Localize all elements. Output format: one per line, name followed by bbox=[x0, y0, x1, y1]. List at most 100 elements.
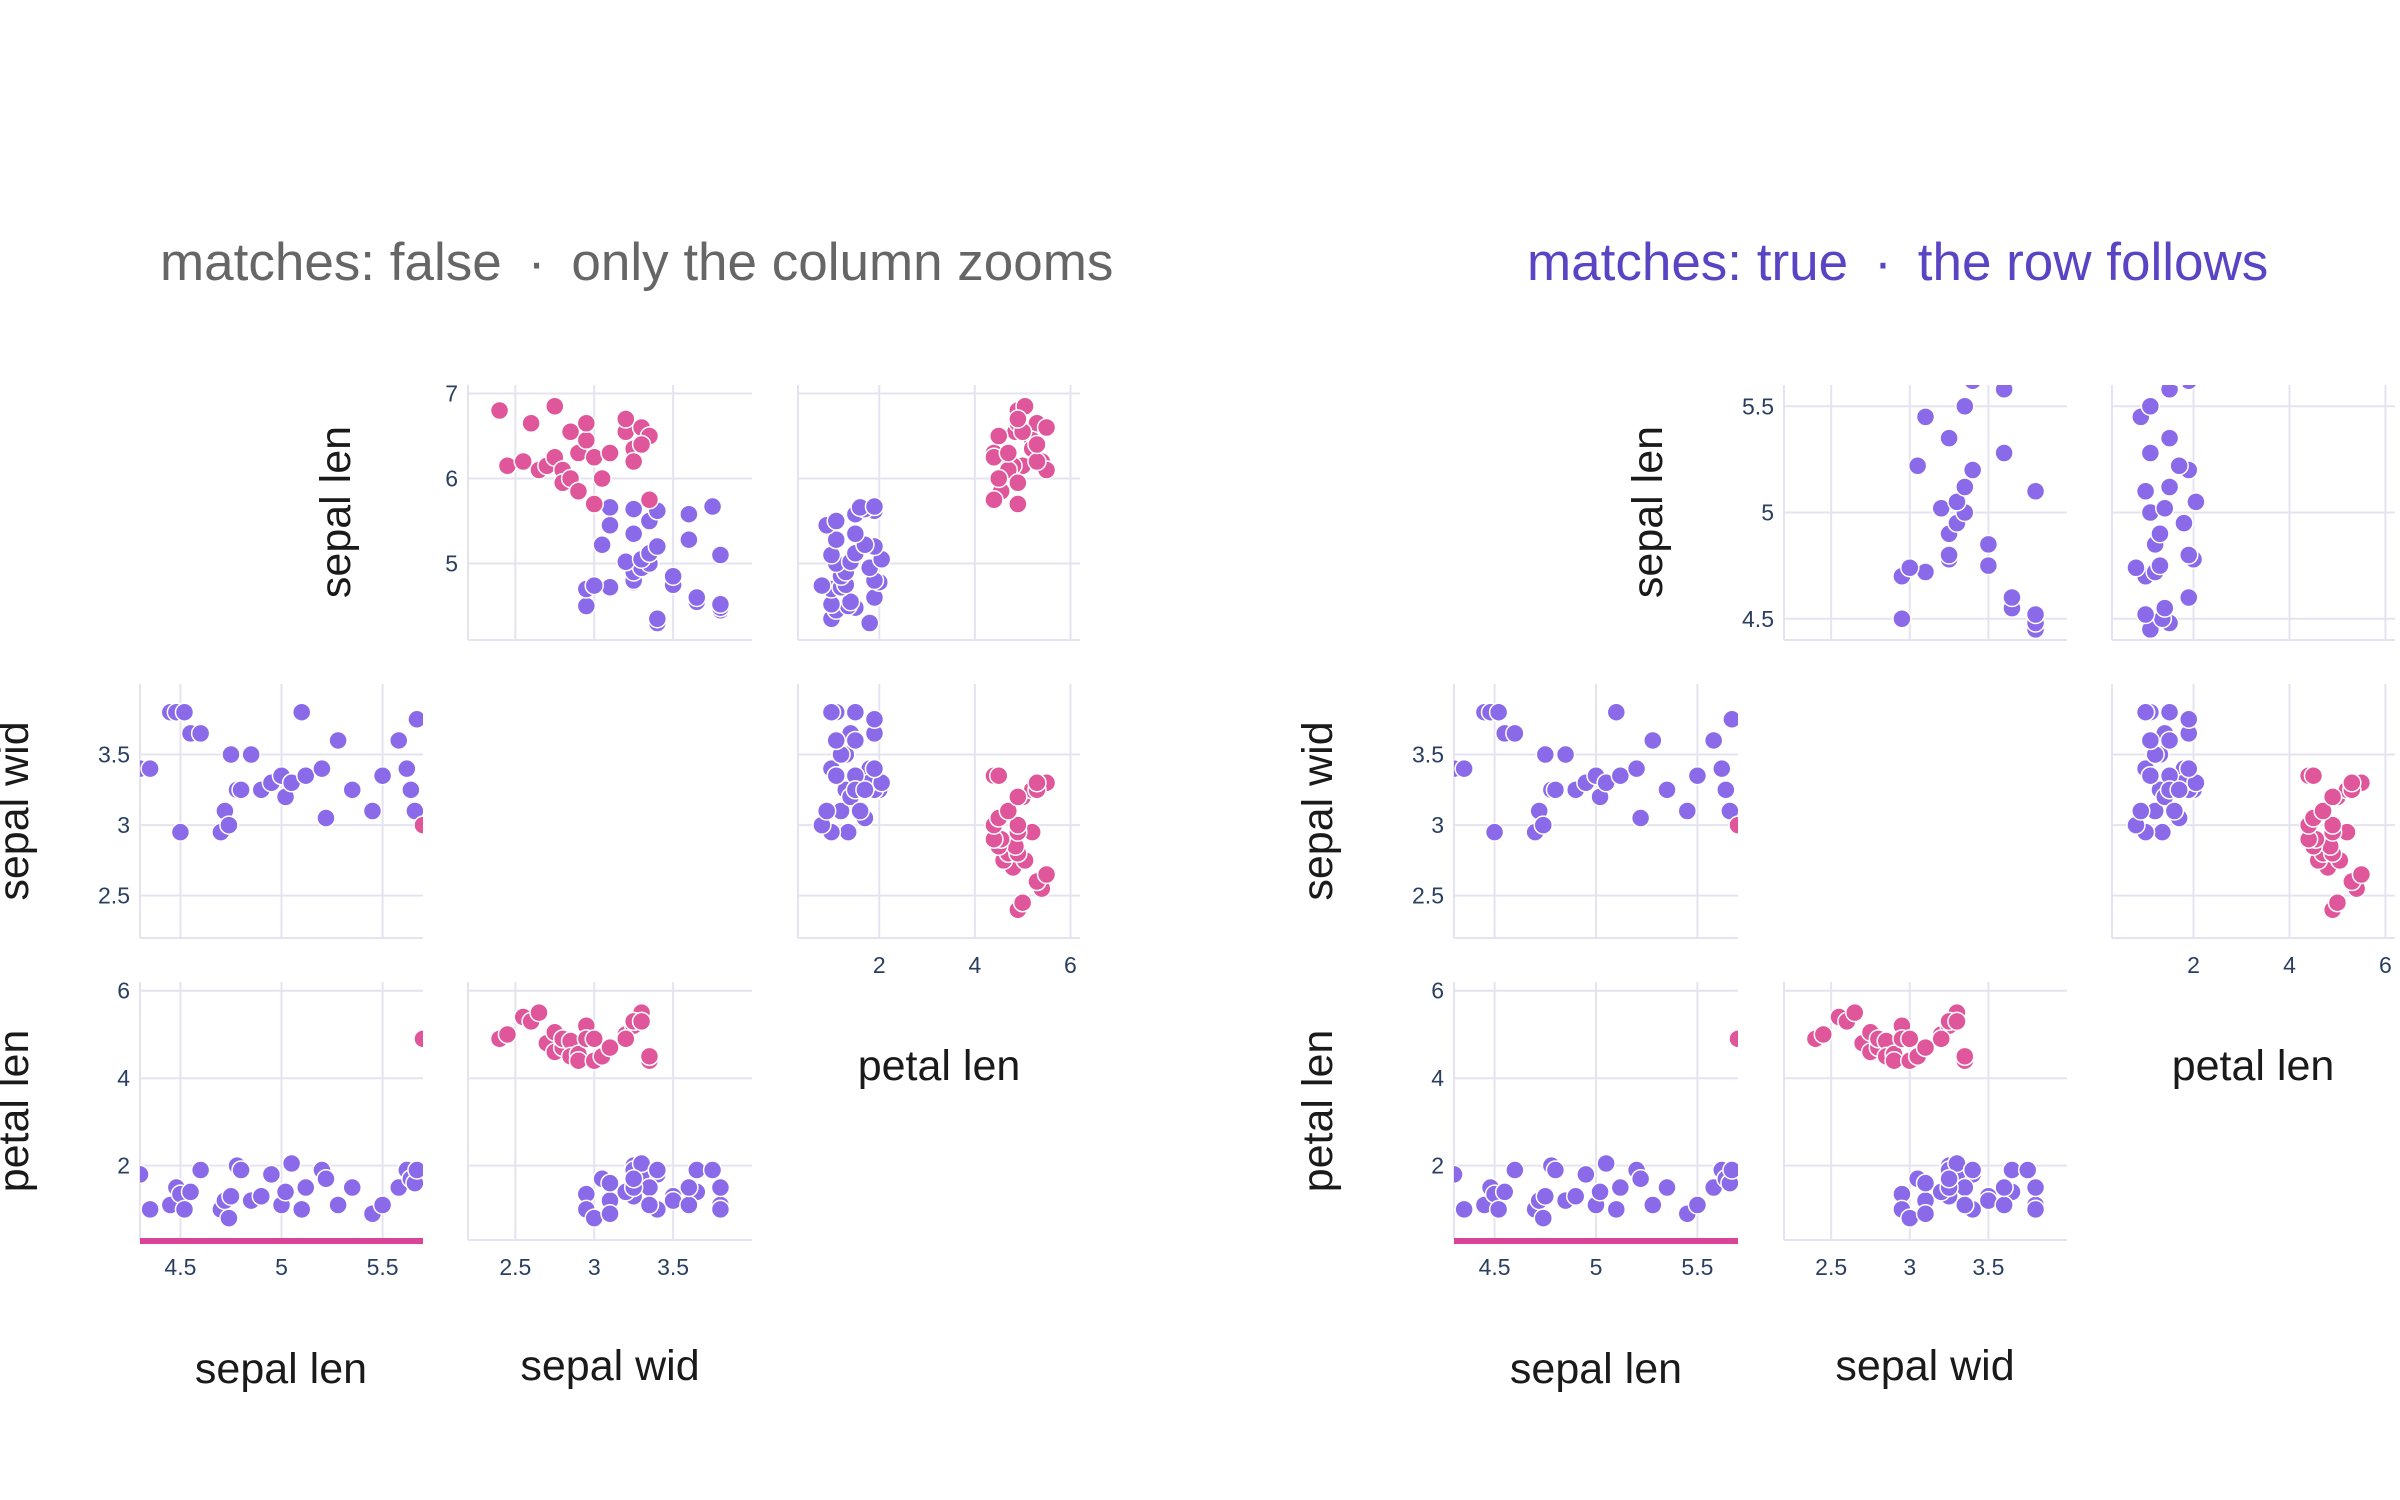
scatter-point bbox=[2348, 249, 2366, 267]
scatter-point bbox=[826, 730, 846, 751]
scatter-point bbox=[2322, 815, 2343, 835]
scatter-point bbox=[1576, 1164, 1596, 1185]
scatter-point bbox=[1962, 1160, 1983, 1180]
scatter-point bbox=[2137, 642, 2155, 660]
scatter-point bbox=[424, 1052, 442, 1070]
splom-cell[interactable]: 2.5 3 3.5 bbox=[467, 982, 752, 1280]
scatter-point bbox=[1962, 851, 1980, 869]
panel-title: matches: false · only the column zooms bbox=[160, 233, 1113, 292]
scatter-point bbox=[1877, 291, 1895, 309]
scatter-point bbox=[2304, 291, 2322, 309]
x-axis-title: sepal len bbox=[195, 1345, 367, 1393]
scatter-point bbox=[316, 1169, 336, 1189]
scatter-point bbox=[1820, 894, 1838, 912]
scatter-point bbox=[2025, 1199, 2046, 1220]
scatter-point bbox=[1915, 1204, 1936, 1224]
scatter-point bbox=[465, 844, 483, 862]
y-axis-title: sepal wid bbox=[1294, 721, 1342, 900]
scatter-point bbox=[1877, 174, 1895, 192]
zoom-range-bar[interactable] bbox=[1454, 1238, 1738, 1244]
scatter-point bbox=[1716, 780, 1736, 800]
scatter-point bbox=[2352, 164, 2370, 182]
scatter-point bbox=[2324, 355, 2342, 373]
scatter-point bbox=[180, 1182, 201, 1202]
scatter-point bbox=[1657, 780, 1677, 800]
scatter-point bbox=[545, 781, 563, 799]
scatter-point bbox=[2155, 498, 2175, 518]
scatter-point bbox=[1728, 815, 1738, 835]
scatter-point bbox=[1488, 1199, 1509, 1220]
splom-cell[interactable] bbox=[2111, 110, 2395, 670]
scatter-point bbox=[291, 1199, 312, 1220]
splom-cell[interactable]: 2.5 3 3.5 bbox=[1783, 982, 2067, 1280]
scatter-point bbox=[2017, 1160, 2038, 1180]
splom-cell[interactable]: 2 4 6 bbox=[797, 684, 1080, 978]
right-splom-panel: matches: true · the row follows 4.5 5 5.5 2.5 3… bbox=[1294, 110, 2395, 1393]
x-tick-label: 2.5 bbox=[499, 1254, 531, 1280]
scatter-point bbox=[1915, 407, 1936, 427]
scatter-point bbox=[639, 490, 660, 510]
points-group bbox=[1454, 1029, 1798, 1228]
y-tick-label: 7 bbox=[445, 381, 458, 407]
scatter-point bbox=[1454, 758, 1474, 779]
scatter-point bbox=[1008, 787, 1028, 807]
scatter-point bbox=[1739, 767, 1757, 785]
scatter-point bbox=[497, 1024, 518, 1045]
scatter-point bbox=[2131, 801, 2151, 821]
scatter-point bbox=[401, 780, 421, 800]
scatter-point bbox=[2314, 270, 2332, 288]
points-group bbox=[140, 702, 634, 898]
scatter-point bbox=[2155, 598, 2175, 618]
splom-cell[interactable]: 4.5 5 5.5 bbox=[1742, 110, 2067, 670]
scatter-point bbox=[1922, 873, 1940, 891]
scatter-point bbox=[647, 536, 668, 557]
scatter-point bbox=[475, 837, 493, 855]
x-axis-title: petal len bbox=[2172, 1042, 2335, 1090]
scatter-point bbox=[515, 880, 533, 898]
scatter-point bbox=[2140, 730, 2161, 751]
scatter-point bbox=[1948, 206, 1966, 224]
points-group bbox=[489, 396, 731, 633]
scatter-point bbox=[1036, 864, 1057, 885]
splom-cell[interactable] bbox=[797, 385, 1080, 641]
points-group bbox=[1454, 702, 1980, 919]
splom-cell[interactable]: 2.5 3 3.5 bbox=[98, 684, 664, 939]
scatter-point bbox=[1947, 1011, 1967, 1032]
splom-cell[interactable]: 2 4 6 4.5 5 5.5 bbox=[1431, 978, 1980, 1280]
scatter-point bbox=[221, 744, 241, 765]
scatter-point bbox=[2152, 822, 2173, 842]
scatter-point bbox=[1533, 1208, 1554, 1228]
splom-cell[interactable]: 5 6 7 bbox=[445, 381, 752, 641]
splom-cell[interactable]: 2 4 6 bbox=[2111, 684, 2395, 978]
zoom-range-bar[interactable] bbox=[140, 1238, 423, 1244]
scatter-point bbox=[2321, 174, 2339, 192]
splom-cell[interactable]: 2 4 6 4.5 5 5.5 bbox=[117, 978, 664, 1280]
y-tick-label: 2 bbox=[1431, 1153, 1444, 1179]
x-tick-label: 5 bbox=[1590, 1254, 1603, 1280]
y-tick-label: 4.5 bbox=[1742, 606, 1774, 632]
x-tick-label: 6 bbox=[1064, 952, 1077, 978]
scatter-point bbox=[475, 1047, 493, 1065]
scatter-point bbox=[1901, 837, 1919, 855]
scatter-point bbox=[1780, 1030, 1798, 1048]
scatter-point bbox=[251, 1186, 272, 1207]
scatter-point bbox=[2178, 758, 2199, 779]
scatter-point bbox=[1810, 866, 1828, 884]
scatter-point bbox=[1955, 1195, 1975, 1215]
scatter-point bbox=[1952, 901, 1970, 919]
y-tick-label: 6 bbox=[117, 978, 130, 1004]
scatter-point bbox=[231, 1160, 251, 1180]
scatter-point bbox=[998, 801, 1019, 821]
splom-cell[interactable]: 2.5 3 3.5 bbox=[1412, 684, 1980, 939]
scatter-point bbox=[2159, 477, 2180, 497]
scatter-point bbox=[1939, 1169, 1959, 1189]
scatter-point bbox=[1978, 534, 1999, 555]
scatter-point bbox=[616, 788, 634, 806]
scatter-point bbox=[616, 552, 636, 572]
scatter-point bbox=[397, 758, 417, 779]
scatter-point bbox=[1687, 765, 1708, 786]
scatter-point bbox=[444, 830, 462, 848]
scatter-point bbox=[1956, 185, 1974, 203]
scatter-point bbox=[1932, 142, 1950, 160]
scatter-point bbox=[1994, 385, 2014, 399]
